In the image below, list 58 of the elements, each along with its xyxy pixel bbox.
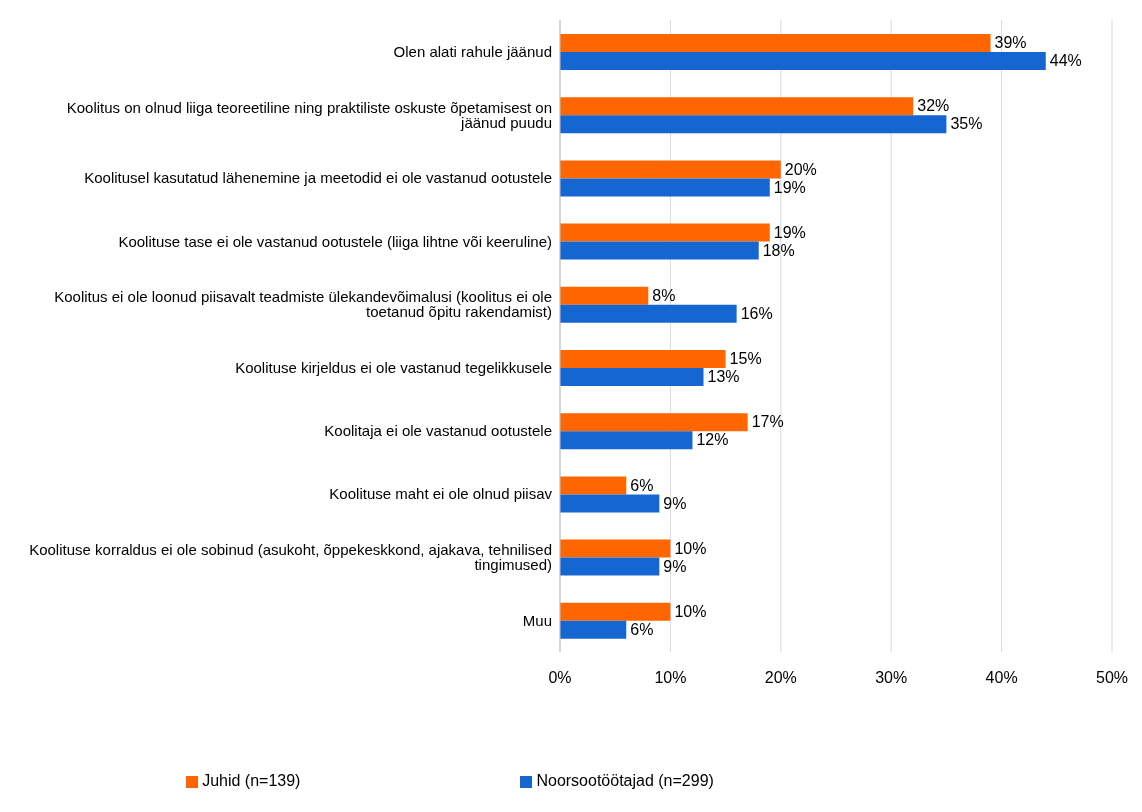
data-label: 39% (994, 34, 1027, 52)
bar (560, 160, 781, 179)
y-tick-label: Olen alati rahule jäänud (393, 42, 552, 60)
x-tick-label: 20% (764, 669, 797, 687)
y-tick-label: Koolitus on olnud liiga teoreetiline ning praktiliste oskuste õpetamisest on jäänud puudu (66, 98, 552, 131)
data-label: 6% (630, 476, 654, 494)
y-tick-label: Muu (522, 611, 552, 629)
data-label: 35% (950, 115, 983, 133)
data-label: 9% (663, 494, 687, 512)
data-label: 6% (630, 621, 654, 639)
data-label: 9% (663, 557, 687, 575)
bar (560, 178, 770, 197)
data-label: 13% (707, 368, 740, 386)
bar (560, 539, 671, 558)
data-label: 10% (674, 603, 707, 621)
bar (560, 286, 649, 305)
data-label: 12% (696, 431, 729, 449)
data-label: 19% (773, 178, 806, 196)
bar (560, 602, 671, 621)
x-tick-label: 30% (875, 669, 908, 687)
bar (560, 115, 947, 134)
bar (560, 97, 914, 116)
y-tick-label: Koolitaja ei ole vastanud ootustele (324, 422, 552, 440)
data-label: 18% (762, 241, 795, 259)
bar (560, 476, 627, 495)
y-tick-label: Koolituse tase ei ole vastanud ootustele (liiga lihtne või keeruline) (118, 232, 552, 250)
legend-label: Juhid (n=139) (202, 772, 301, 789)
x-tick-label: 50% (1095, 669, 1129, 687)
bar (560, 34, 991, 52)
bar (560, 304, 737, 323)
y-tick-label: Koolituse kirjeldus ei ole vastanud tegelikkusele (235, 358, 552, 376)
data-label: 32% (917, 97, 950, 115)
legend-label: Noorsootöötajad (n=299) (536, 772, 714, 789)
x-tick-label: 10% (654, 669, 687, 687)
bar (560, 620, 627, 639)
y-tick-label: Koolituse korraldus ei ole sobinud (asukoht, õppekeskkond, ajakava, tehnilised tingimused) (29, 541, 552, 574)
data-label: 8% (652, 287, 676, 305)
y-tick-label: Koolituse maht ei ole olnud piisav (329, 485, 553, 503)
bar (560, 223, 770, 242)
bar (560, 52, 1046, 70)
data-label: 10% (674, 539, 707, 557)
y-tick-label: Koolitus ei ole loonud piisavalt teadmiste ülekandevõimalusi (koolitus ei ole toetanud õpitu rakendamist) (54, 288, 552, 321)
data-label: 20% (784, 160, 817, 178)
data-label: 44% (1049, 52, 1082, 70)
data-label: 19% (773, 223, 806, 241)
data-label: 17% (751, 413, 784, 431)
bar (560, 557, 660, 576)
bar (560, 350, 726, 368)
bar (560, 494, 660, 513)
bar (560, 368, 704, 386)
x-tick-label: 40% (985, 669, 1018, 687)
bar (560, 431, 693, 450)
data-label: 16% (740, 305, 773, 323)
bar (560, 413, 748, 432)
y-tick-label: Koolitusel kasutatud lähenemine ja meetodid ei ole vastanud ootustele (84, 169, 552, 187)
x-tick-label: 0% (548, 669, 572, 687)
bar (560, 241, 759, 260)
data-label: 15% (729, 350, 762, 368)
